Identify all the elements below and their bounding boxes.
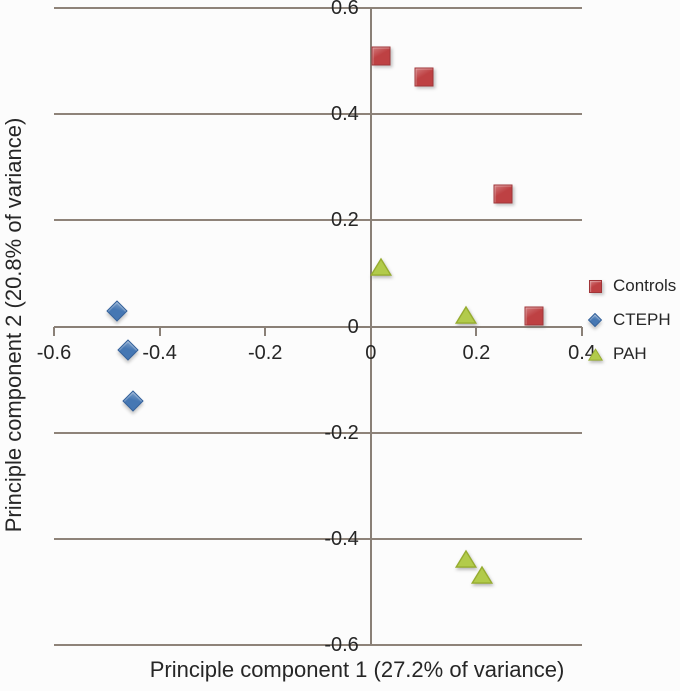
gridline — [54, 537, 582, 540]
y-tick-label: -0.4 — [324, 527, 359, 550]
data-point-controls — [371, 46, 391, 66]
legend-label-cteph: CTEPH — [613, 310, 671, 329]
legend-item-pah: PAH — [586, 342, 676, 366]
y-tick-label: 0 — [347, 315, 359, 338]
x-axis-line — [54, 325, 582, 328]
data-point-pah — [454, 549, 477, 568]
x-tick-label: 0.4 — [568, 341, 596, 364]
x-tick-label: 0 — [365, 341, 377, 364]
y-tick-label: -0.6 — [324, 634, 359, 656]
legend-label-controls: Controls — [613, 276, 677, 295]
gridline — [54, 219, 582, 222]
data-point-controls — [524, 306, 544, 326]
x-axis-tick — [475, 326, 478, 336]
legend-item-cteph: CTEPH — [586, 308, 676, 332]
gridline — [54, 644, 582, 646]
data-point-cteph — [122, 390, 144, 412]
x-tick-label: -0.4 — [142, 341, 177, 364]
cteph-diamond-icon — [586, 311, 604, 329]
y-tick-label: 0.4 — [330, 103, 359, 126]
x-axis-tick — [369, 326, 372, 336]
y-tick-label: 0.6 — [330, 0, 359, 19]
data-point-pah — [454, 305, 477, 324]
plot-area: -0.6 -0.4 -0.2 0 0.2 0.4 0.6 0.4 0.2 0 -0.2 -0.4 -0.… — [37, 0, 596, 656]
x-axis-tick — [581, 326, 583, 336]
y-tick-label: -0.2 — [324, 421, 359, 444]
x-axis-tick — [264, 326, 267, 336]
x-tick-label: -0.6 — [36, 341, 72, 364]
gridline — [54, 113, 582, 116]
data-point-cteph — [106, 299, 128, 322]
gridline — [54, 431, 582, 434]
data-point-cteph — [117, 339, 139, 361]
legend-item-controls: Controls — [586, 274, 676, 298]
pah-triangle-icon — [586, 345, 604, 363]
x-axis-title: Principle component 1 (27.2% of variance… — [149, 657, 565, 682]
controls-square-icon — [586, 277, 604, 295]
x-tick-label: -0.2 — [247, 341, 283, 364]
data-point-controls — [414, 67, 434, 87]
x-tick-label: 0.2 — [462, 341, 491, 364]
x-axis-tick — [158, 326, 161, 336]
x-axis-tick — [53, 326, 55, 336]
y-axis-title: Principle component 2 (20.8% of variance… — [1, 117, 26, 533]
legend-label-pah: PAH — [613, 344, 647, 363]
gridline — [54, 7, 582, 9]
data-point-pah — [370, 257, 393, 276]
y-tick-label: 0.2 — [330, 209, 359, 232]
data-point-controls — [493, 184, 513, 204]
legend: Controls CTEPH PAH — [586, 274, 676, 376]
data-point-pah — [470, 565, 493, 584]
